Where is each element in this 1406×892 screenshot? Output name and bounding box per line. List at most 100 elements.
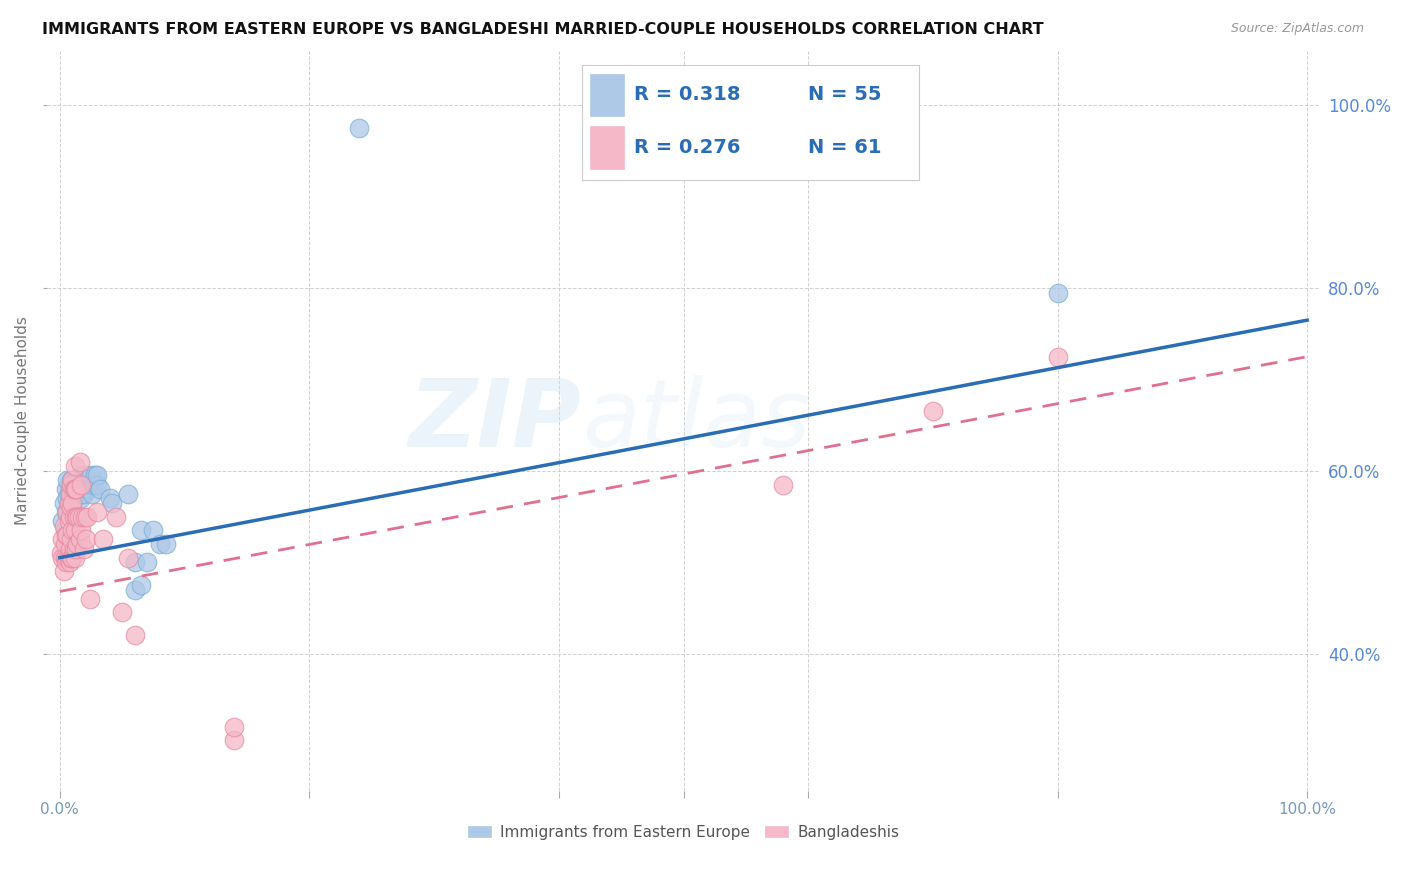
Point xyxy=(56,473,79,487)
Text: atlas: atlas xyxy=(582,376,810,467)
Point xyxy=(62,482,84,496)
Point xyxy=(124,555,146,569)
Point xyxy=(58,486,80,500)
Point xyxy=(65,482,87,496)
Point xyxy=(60,477,83,491)
Point xyxy=(51,550,73,565)
Point xyxy=(83,468,105,483)
Point xyxy=(129,578,152,592)
Point xyxy=(65,482,87,496)
Point xyxy=(62,491,84,506)
Point xyxy=(922,404,945,418)
Point xyxy=(69,468,91,483)
Point xyxy=(142,523,165,537)
Point xyxy=(52,565,75,579)
Point xyxy=(76,482,98,496)
Point xyxy=(62,482,84,496)
Point xyxy=(79,591,101,606)
Point xyxy=(59,482,82,496)
Point xyxy=(51,533,73,547)
Point xyxy=(60,482,83,496)
Point xyxy=(53,523,76,537)
Point xyxy=(69,477,91,491)
Point xyxy=(56,505,79,519)
Point xyxy=(63,459,86,474)
Point xyxy=(72,541,94,556)
Point xyxy=(53,550,76,565)
Text: IMMIGRANTS FROM EASTERN EUROPE VS BANGLADESHI MARRIED-COUPLE HOUSEHOLDS CORRELAT: IMMIGRANTS FROM EASTERN EUROPE VS BANGLA… xyxy=(42,22,1043,37)
Point xyxy=(59,555,82,569)
Point xyxy=(772,477,794,491)
Point xyxy=(124,628,146,642)
Point xyxy=(60,550,83,565)
Point xyxy=(70,491,93,506)
Point xyxy=(347,121,370,136)
Point xyxy=(75,533,97,547)
Point xyxy=(60,496,83,510)
Point xyxy=(58,550,80,565)
Point xyxy=(101,496,124,510)
Point xyxy=(59,509,82,524)
Point xyxy=(73,477,96,491)
Point xyxy=(73,468,96,483)
Point xyxy=(67,509,90,524)
Point xyxy=(51,514,73,528)
Point xyxy=(72,486,94,500)
Y-axis label: Married-couple Households: Married-couple Households xyxy=(15,316,30,525)
Point xyxy=(69,455,91,469)
Point xyxy=(63,550,86,565)
Point xyxy=(55,505,77,519)
Point xyxy=(62,509,84,524)
Point xyxy=(53,537,76,551)
Point xyxy=(63,486,86,500)
Point xyxy=(65,541,87,556)
Point xyxy=(1046,350,1069,364)
Point xyxy=(58,514,80,528)
Point xyxy=(86,468,108,483)
Point xyxy=(224,720,246,734)
Point xyxy=(80,477,103,491)
Point xyxy=(58,496,80,510)
Point xyxy=(117,550,139,565)
Point xyxy=(93,533,115,547)
Point xyxy=(60,533,83,547)
Point xyxy=(98,491,121,506)
Point xyxy=(155,537,177,551)
Point xyxy=(117,486,139,500)
Point xyxy=(49,546,72,560)
Point xyxy=(58,496,80,510)
Point xyxy=(60,550,83,565)
Point xyxy=(66,486,89,500)
Point xyxy=(89,482,111,496)
Point xyxy=(52,496,75,510)
Point xyxy=(67,477,90,491)
Point xyxy=(82,486,104,500)
Point xyxy=(60,523,83,537)
Point xyxy=(1046,285,1069,300)
Point xyxy=(80,468,103,483)
Point xyxy=(56,491,79,506)
Point xyxy=(55,528,77,542)
Point xyxy=(59,486,82,500)
Point xyxy=(86,505,108,519)
Point xyxy=(72,509,94,524)
Point xyxy=(63,473,86,487)
Point xyxy=(60,473,83,487)
Text: Source: ZipAtlas.com: Source: ZipAtlas.com xyxy=(1230,22,1364,36)
Point xyxy=(55,482,77,496)
Point xyxy=(136,555,159,569)
Point xyxy=(60,486,83,500)
Point xyxy=(52,518,75,533)
Point xyxy=(59,496,82,510)
Legend: Immigrants from Eastern Europe, Bangladeshis: Immigrants from Eastern Europe, Banglade… xyxy=(461,819,905,846)
Point xyxy=(60,500,83,515)
Point xyxy=(70,523,93,537)
Point xyxy=(65,509,87,524)
Point xyxy=(67,486,90,500)
Point xyxy=(73,509,96,524)
Point xyxy=(75,477,97,491)
Point xyxy=(60,496,83,510)
Point xyxy=(60,473,83,487)
Point xyxy=(72,486,94,500)
Point xyxy=(76,509,98,524)
